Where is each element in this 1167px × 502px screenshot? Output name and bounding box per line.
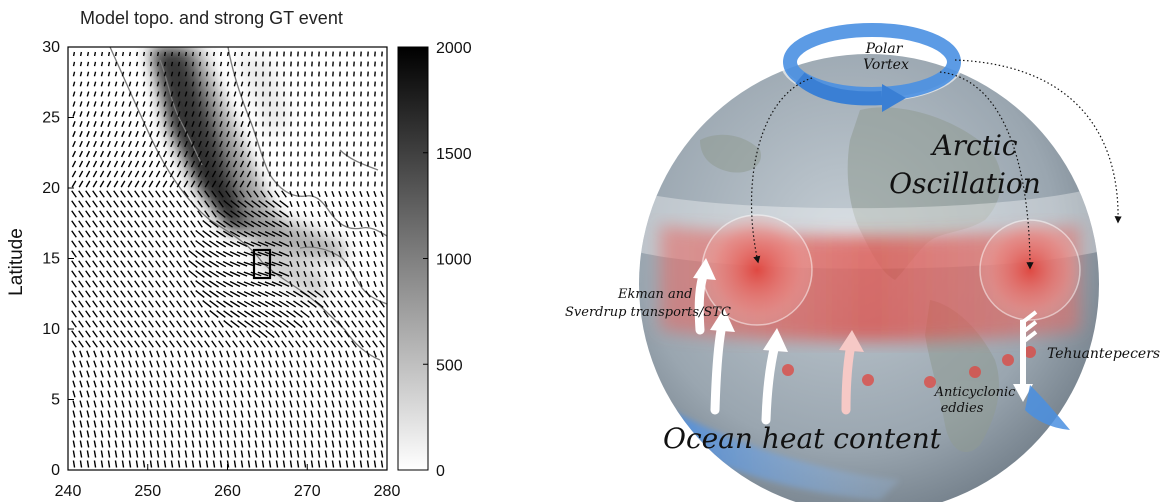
colorbar-ticks: 0 500 1000 1500 2000	[423, 40, 472, 480]
polar-vortex-label-line2: Vortex	[863, 57, 909, 73]
x-tick-label: 250	[134, 483, 161, 500]
polar-vortex-label-line1: Polar	[865, 41, 904, 57]
polar-vortex	[780, 22, 964, 112]
y-tick-label: 30	[42, 39, 60, 56]
x-tick-label: 280	[374, 483, 401, 500]
oscillation-label: Oscillation	[889, 167, 1041, 200]
colorbar-tick-label: 500	[436, 357, 463, 374]
colorbar-tick-label: 0	[436, 463, 445, 480]
y-axis-ticks: 0 5 10 15 20 25 30	[42, 39, 74, 479]
ocean-heat-content-label: Ocean heat content	[663, 422, 942, 455]
anticyclonic-eddy-dots	[782, 346, 1036, 388]
left-panel-title: Model topo. and strong GT event	[80, 8, 343, 28]
y-tick-label: 20	[42, 180, 60, 197]
x-tick-label: 260	[214, 483, 241, 500]
x-tick-label: 270	[294, 483, 321, 500]
tehuantepecers-label: Tehuantepecers	[1047, 346, 1160, 362]
colorbar-tick-label: 1500	[436, 146, 472, 163]
y-tick-label: 0	[51, 462, 60, 479]
y-tick-label: 10	[42, 321, 60, 338]
colorbar-tick-label: 1000	[436, 252, 472, 269]
gulf-of-tehuantepec-box	[252, 248, 272, 280]
y-axis-label: Latitude	[6, 228, 27, 296]
ocean-heat-band	[640, 395, 900, 500]
globe-schematic: Polar Vortex Arctic Oscillation Ekman an…	[565, 22, 1160, 502]
ekman-label-line1: Ekman and	[617, 287, 692, 302]
topography-map	[68, 47, 387, 470]
colorbar: 0 500 1000 1500 2000	[397, 40, 472, 480]
x-axis-ticks: 240 250 260 270 280	[55, 464, 401, 500]
anticyclonic-eddies-label-line2: eddies	[941, 401, 984, 416]
wind-vector-field	[71, 51, 385, 468]
ekman-upward-arrows	[693, 258, 864, 425]
y-tick-label: 25	[42, 110, 60, 127]
tehuantepecer-arrow	[1013, 310, 1070, 430]
teleconnection-arrows	[750, 59, 1122, 270]
ekman-label-line2: Sverdrup transports/STC	[565, 305, 731, 320]
x-tick-label: 240	[55, 483, 82, 500]
arctic-label: Arctic	[929, 129, 1017, 162]
anticyclonic-eddies-label-line1: Anticyclonic	[934, 385, 1017, 400]
y-tick-label: 15	[42, 251, 60, 268]
colorbar-tick-label: 2000	[436, 40, 472, 57]
warm-anomaly-east	[979, 219, 1081, 321]
y-tick-label: 5	[51, 392, 60, 409]
